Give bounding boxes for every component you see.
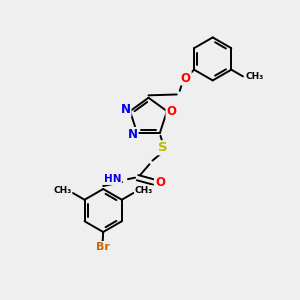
Text: N: N <box>121 103 130 116</box>
Text: O: O <box>181 71 191 85</box>
Text: CH₃: CH₃ <box>135 186 153 195</box>
Text: HN: HN <box>103 174 121 184</box>
Text: O: O <box>155 176 165 189</box>
Text: CH₃: CH₃ <box>53 186 71 195</box>
Text: Br: Br <box>96 242 110 252</box>
Text: O: O <box>167 105 176 118</box>
Text: N: N <box>128 128 138 141</box>
Text: S: S <box>158 141 168 154</box>
Text: CH₃: CH₃ <box>246 72 264 81</box>
